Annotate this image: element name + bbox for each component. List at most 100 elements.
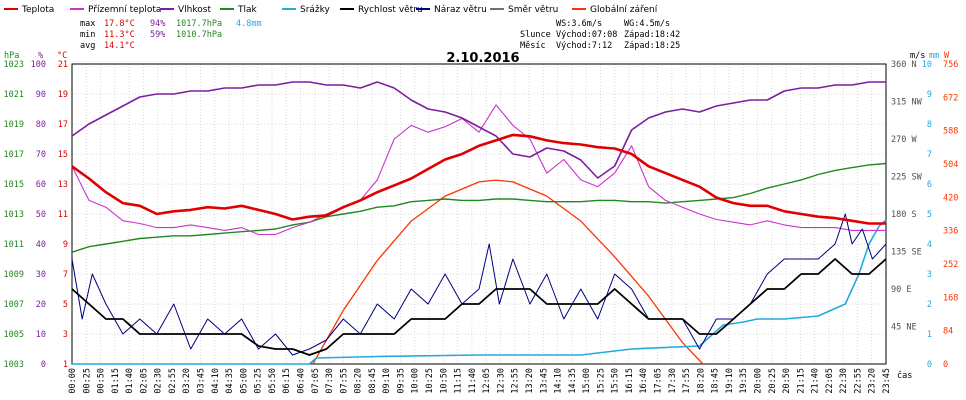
x-tick: 06:15 (282, 368, 292, 394)
x-tick: 18:20 (696, 368, 706, 394)
x-tick: 23:45 (882, 368, 892, 394)
stat-moon-set: Západ:18:25 (624, 41, 680, 51)
wind-direction-tick: 225 SW (891, 173, 923, 183)
wind-tick: 4 (927, 240, 932, 250)
x-tick: 17:55 (682, 368, 692, 394)
series-přízemní-teplota (71, 104, 886, 236)
legend-label: Rychlost větru (358, 5, 423, 15)
wind-tick: 10 (922, 60, 932, 70)
x-tick: 22:05 (825, 368, 835, 394)
legend-label: Srážky (300, 5, 331, 15)
stat-moon-rise: Východ:7:12 (556, 41, 612, 51)
x-tick: 10:25 (425, 368, 435, 394)
pressure-tick: 1017 (4, 150, 24, 160)
wind-direction-tick: 180 S (891, 210, 917, 220)
legend-label: Směr větru (508, 5, 558, 15)
stat-avg-label: avg (80, 41, 95, 51)
humidity-tick: 50 (36, 210, 46, 220)
stat-max-hum: 94% (150, 19, 165, 29)
temperature-tick: 9 (63, 240, 68, 250)
stat-avg-temp: 14.1°C (104, 41, 135, 51)
x-tick: 20:50 (782, 368, 792, 394)
pressure-tick: 1023 (4, 60, 24, 70)
x-tick: 21:15 (796, 368, 806, 394)
humidity-tick: 80 (36, 120, 46, 130)
x-tick: 11:40 (468, 368, 478, 394)
pressure-tick: 1013 (4, 210, 24, 220)
legend-label: Tlak (237, 5, 258, 15)
temperature-tick: 11 (58, 210, 68, 220)
x-tick: 07:55 (339, 368, 349, 394)
chart-title: 2.10.2016 (446, 51, 519, 66)
unit-humidity: % (38, 51, 43, 61)
humidity-tick: 90 (36, 90, 46, 100)
x-tick: 17:30 (668, 368, 678, 394)
unit-time: čas (897, 370, 912, 381)
pressure-tick: 1015 (4, 180, 24, 190)
x-tick: 13:20 (525, 368, 535, 394)
x-tick: 22:30 (839, 368, 849, 394)
pressure-tick: 1005 (4, 330, 24, 340)
x-tick: 22:55 (853, 368, 863, 394)
x-tick: 03:45 (197, 368, 207, 394)
x-tick: 02:05 (139, 368, 149, 394)
x-tick: 02:30 (154, 368, 164, 394)
radiation-tick: 252 (943, 260, 958, 270)
x-tick: 20:25 (768, 368, 778, 394)
humidity-tick: 100 (31, 60, 46, 70)
humidity-tick: 70 (36, 150, 46, 160)
stat-sun-rise: Východ:07:08 (556, 30, 617, 40)
legend-label: Globální záření (590, 5, 658, 15)
wind-direction-tick: 270 W (891, 135, 917, 145)
x-tick: 13:45 (539, 368, 549, 394)
temperature-tick: 5 (63, 300, 68, 310)
humidity-tick: 60 (36, 180, 46, 190)
wind-direction-tick: 135 SE (891, 248, 922, 258)
temperature-tick: 15 (58, 150, 68, 160)
series-globální-záření (312, 179, 704, 365)
stat-rain-total: 4.8mm (236, 19, 262, 29)
x-tick: 09:35 (396, 368, 406, 394)
wind-tick: 0 (927, 360, 932, 370)
x-tick: 16:40 (639, 368, 649, 394)
legend-label: Náraz větru (434, 5, 487, 15)
stat-wg: WG:4.5m/s (624, 19, 670, 29)
x-tick: 23:20 (868, 368, 878, 394)
x-tick: 16:15 (625, 368, 635, 394)
wind-direction-tick: 90 E (891, 285, 911, 295)
x-tick: 07:30 (325, 368, 335, 394)
stat-ws: WS:3.6m/s (556, 19, 602, 29)
humidity-tick: 0 (41, 360, 46, 370)
x-tick: 17:05 (654, 368, 664, 394)
wind-tick: 1 (927, 330, 932, 340)
humidity-tick: 40 (36, 240, 46, 250)
stat-min-press: 1010.7hPa (176, 30, 222, 40)
wind-tick: 7 (927, 150, 932, 160)
x-tick: 15:50 (611, 368, 621, 394)
wind-tick: 9 (927, 90, 932, 100)
pressure-tick: 1009 (4, 270, 24, 280)
wind-direction-tick: 360 N (891, 60, 917, 70)
x-tick: 19:35 (739, 368, 749, 394)
x-tick: 02:55 (168, 368, 178, 394)
stat-sun-set: Západ:18:42 (624, 30, 680, 40)
x-tick: 04:35 (225, 368, 235, 394)
stat-min-label: min (80, 30, 95, 40)
wind-tick: 3 (927, 270, 932, 280)
x-tick: 20:00 (753, 368, 763, 394)
radiation-tick: 168 (943, 293, 958, 303)
x-tick: 05:00 (239, 368, 249, 394)
radiation-tick: 336 (943, 227, 958, 237)
x-tick: 08:20 (354, 368, 364, 394)
humidity-tick: 20 (36, 300, 46, 310)
axes: 1003100510071009101110131015101710191021… (4, 60, 959, 370)
series-náraz-větru (71, 213, 887, 356)
unit-wind: m/s (910, 51, 925, 61)
radiation-tick: 672 (943, 93, 958, 103)
x-tick: 09:10 (382, 368, 392, 394)
x-tick: 12:55 (511, 368, 521, 394)
radiation-tick: 504 (943, 160, 958, 170)
x-tick: 14:10 (554, 368, 564, 394)
radiation-tick: 84 (943, 327, 953, 337)
x-tick: 18:45 (711, 368, 721, 394)
